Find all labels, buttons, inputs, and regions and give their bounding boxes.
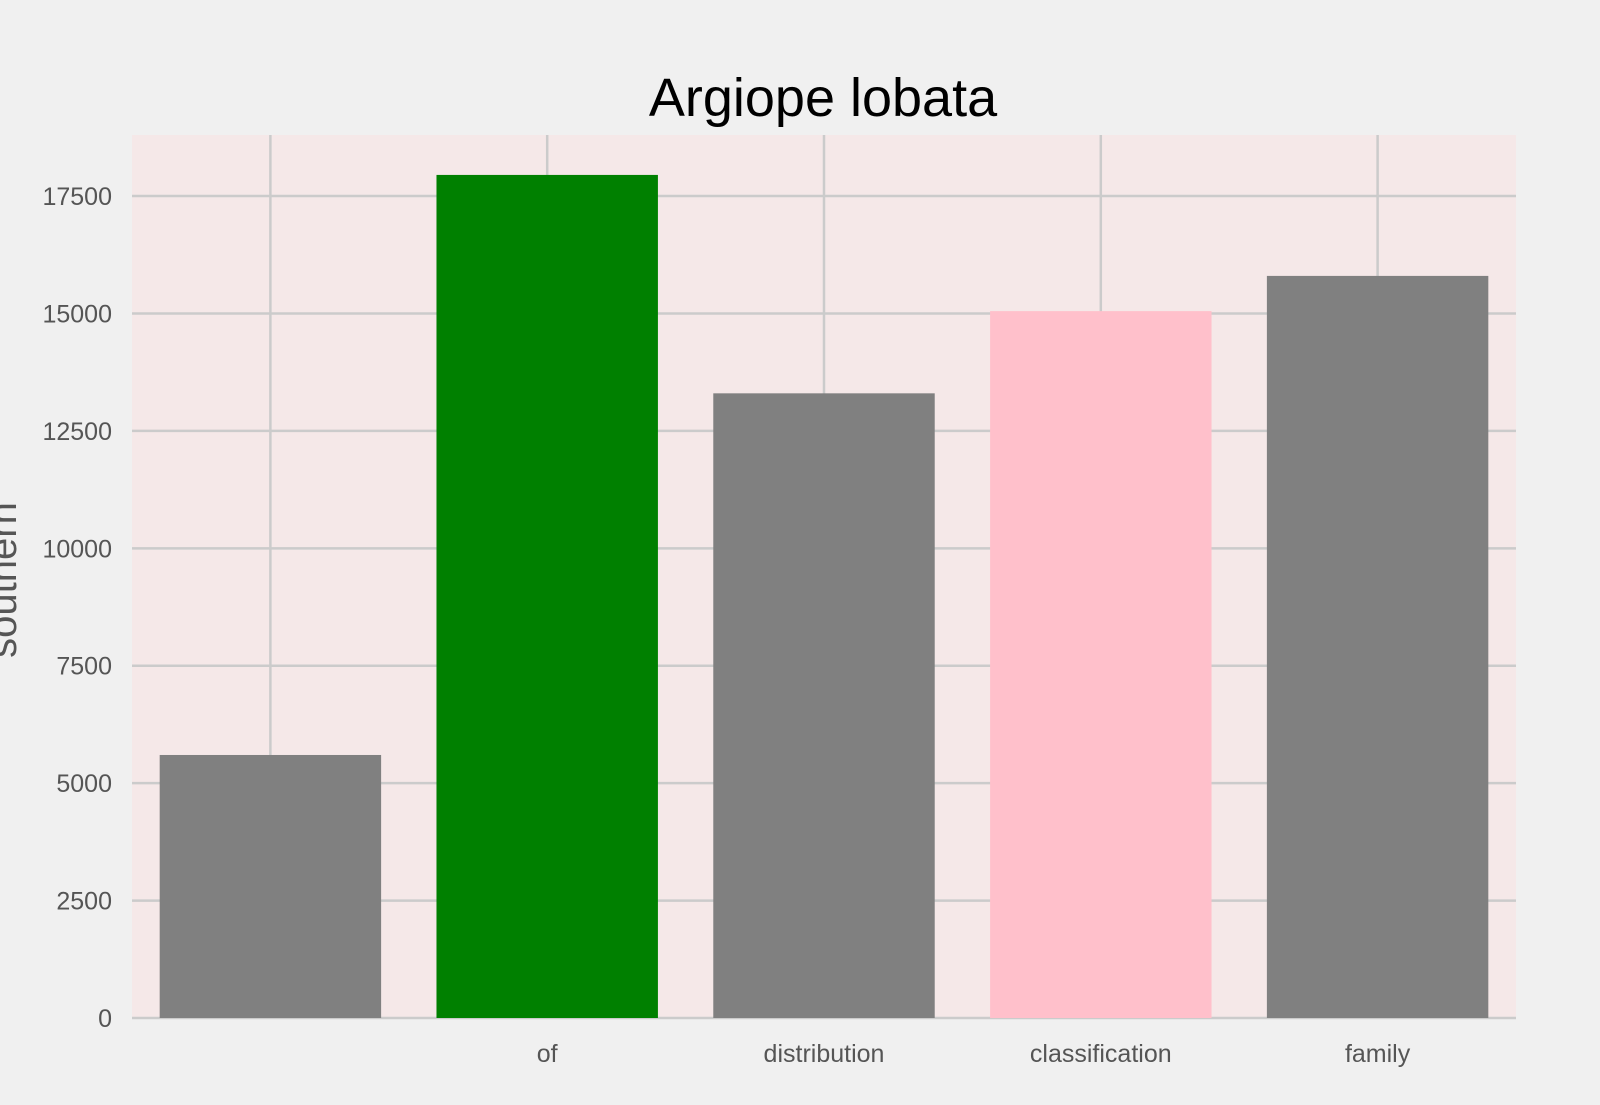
y-tick-label-0: 0: [98, 1005, 112, 1033]
bar-1: [436, 174, 658, 1019]
y-axis-label: southern: [0, 502, 25, 658]
x-tick-label-3: classification: [1030, 1040, 1172, 1068]
y-tick-label-1: 2500: [56, 888, 112, 916]
x-tick-label-4: family: [1345, 1040, 1411, 1068]
x-tick-label-2: distribution: [764, 1040, 885, 1068]
y-tick-label-3: 7500: [56, 653, 112, 681]
x-tick-label-1: of: [537, 1040, 558, 1068]
bar-0: [159, 754, 382, 1018]
y-axis-ticks: 0 2500 5000 7500 10000 12500 15000 17500: [42, 183, 112, 1033]
bar-2: [713, 393, 935, 1018]
bar-4: [1266, 275, 1489, 1018]
y-tick-label-2: 5000: [56, 770, 112, 798]
bars: [159, 174, 1489, 1019]
y-tick-label-7: 17500: [42, 183, 112, 211]
y-tick-label-4: 10000: [42, 535, 112, 563]
bar-3: [990, 311, 1212, 1018]
y-tick-label-5: 12500: [42, 418, 112, 446]
y-tick-label-6: 15000: [42, 300, 112, 328]
x-axis-ticks: of distribution classification family: [537, 1040, 1411, 1068]
chart-title: Argiope lobata: [649, 68, 998, 128]
